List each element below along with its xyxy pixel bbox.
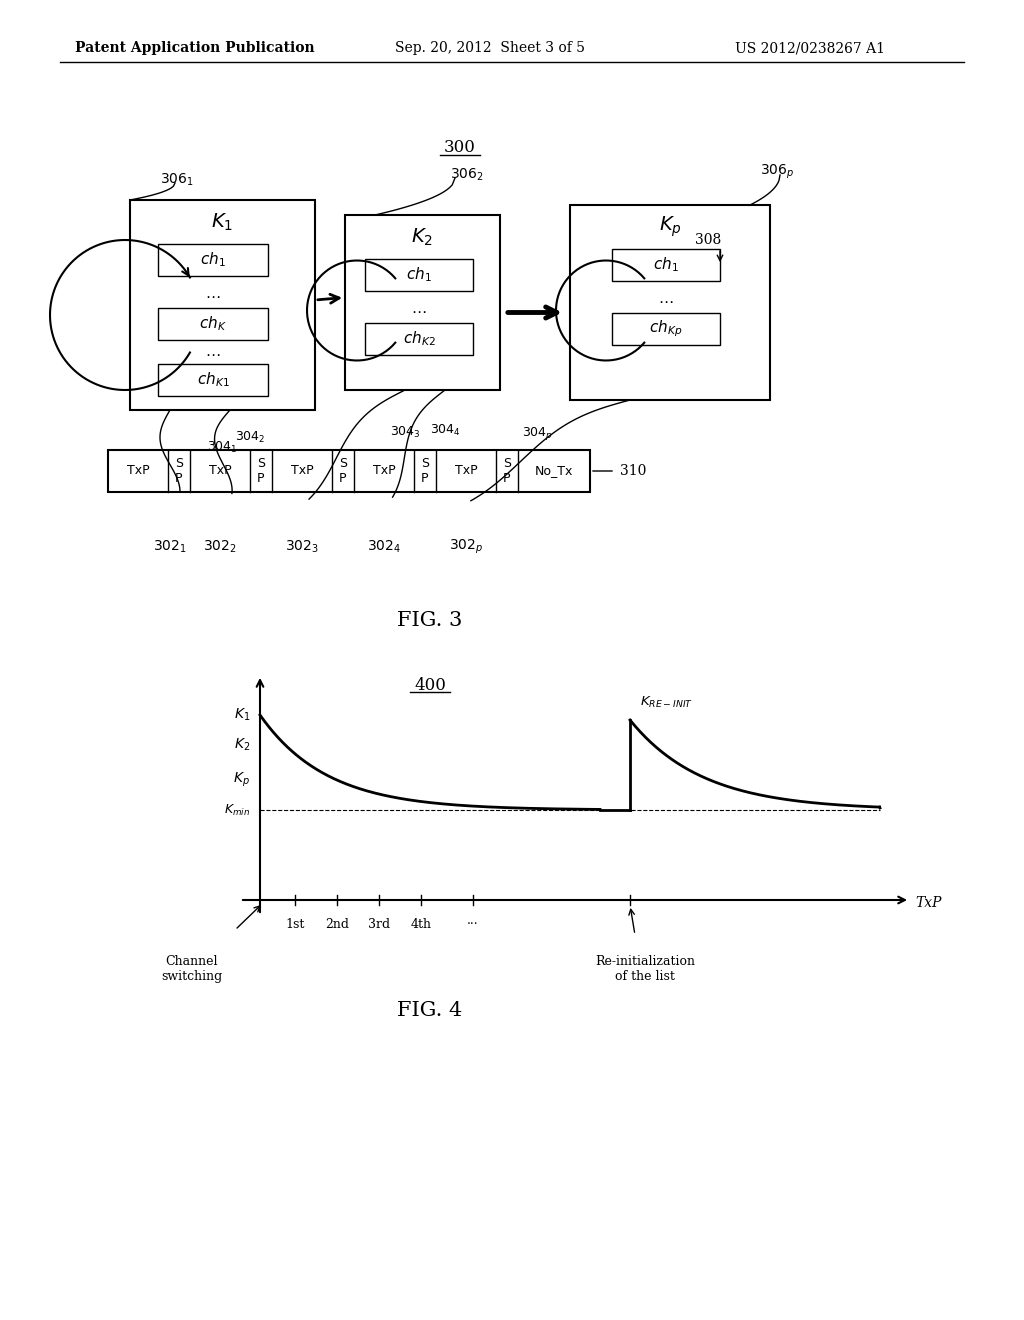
Text: ···: ··· (467, 917, 479, 931)
Bar (158, 364, 268, 396)
Text: $K_2$: $K_2$ (412, 226, 433, 248)
Text: Sep. 20, 2012  Sheet 3 of 5: Sep. 20, 2012 Sheet 3 of 5 (395, 41, 585, 55)
Bar (158, 308, 268, 341)
Text: TxP: TxP (915, 896, 941, 909)
Bar (130, 201, 315, 411)
Text: $302_2$: $302_2$ (203, 539, 237, 556)
Text: $ch_1$: $ch_1$ (653, 256, 679, 275)
Bar (158, 244, 268, 276)
Text: $\cdots$: $\cdots$ (205, 347, 221, 360)
Text: $302_3$: $302_3$ (285, 539, 319, 556)
Text: $306_1$: $306_1$ (160, 172, 194, 189)
Text: $306_p$: $306_p$ (760, 162, 795, 181)
Bar (345, 215, 500, 389)
Text: $K_p$: $K_p$ (233, 771, 250, 789)
Text: Channel
switching: Channel switching (162, 954, 222, 983)
Text: TxP: TxP (291, 465, 313, 478)
Bar (612, 313, 720, 345)
Text: 2nd: 2nd (325, 917, 349, 931)
Text: 400: 400 (414, 676, 445, 693)
Text: $304_4$: $304_4$ (430, 422, 461, 437)
Text: FIG. 4: FIG. 4 (397, 1001, 463, 1019)
Text: S
P: S P (257, 457, 265, 484)
Text: $ch_1$: $ch_1$ (407, 265, 432, 284)
Text: FIG. 3: FIG. 3 (397, 610, 463, 630)
Text: 3rd: 3rd (368, 917, 390, 931)
Text: 1st: 1st (286, 917, 305, 931)
Text: $302_4$: $302_4$ (367, 539, 401, 556)
Text: $ch_{K1}$: $ch_{K1}$ (197, 371, 229, 389)
Text: $304_3$: $304_3$ (390, 425, 421, 440)
Text: TxP: TxP (127, 465, 150, 478)
Bar (612, 249, 720, 281)
Text: $K_2$: $K_2$ (233, 737, 250, 754)
Text: 308: 308 (695, 234, 721, 247)
Text: TxP: TxP (373, 465, 395, 478)
Text: $\cdots$: $\cdots$ (658, 294, 674, 308)
Text: $302_1$: $302_1$ (153, 539, 187, 556)
Text: $K_1$: $K_1$ (211, 211, 233, 232)
Text: TxP: TxP (209, 465, 231, 478)
Text: $K_{RE-INIT}$: $K_{RE-INIT}$ (640, 694, 693, 710)
Bar (365, 259, 473, 290)
Text: $\cdots$: $\cdots$ (412, 304, 427, 318)
Text: 310: 310 (620, 465, 646, 478)
Text: $304_1$: $304_1$ (207, 440, 238, 454)
Text: Patent Application Publication: Patent Application Publication (75, 41, 314, 55)
Bar (108, 450, 590, 492)
Text: $ch_1$: $ch_1$ (200, 251, 226, 269)
Text: TxP: TxP (455, 465, 477, 478)
Text: 4th: 4th (411, 917, 431, 931)
Text: No_Tx: No_Tx (535, 465, 573, 478)
Text: 300: 300 (444, 140, 476, 157)
Bar (365, 323, 473, 355)
Text: S
P: S P (339, 457, 347, 484)
Text: $K_1$: $K_1$ (233, 706, 250, 723)
Text: $304_2$: $304_2$ (234, 429, 265, 445)
Text: $304_p$: $304_p$ (522, 425, 553, 441)
Bar (570, 205, 770, 400)
Text: $K_p$: $K_p$ (658, 215, 681, 239)
Text: $\cdots$: $\cdots$ (205, 289, 221, 304)
Text: $K_{min}$: $K_{min}$ (224, 803, 250, 817)
Text: US 2012/0238267 A1: US 2012/0238267 A1 (735, 41, 885, 55)
Text: S
P: S P (503, 457, 511, 484)
Text: $ch_{Kp}$: $ch_{Kp}$ (649, 318, 683, 339)
Text: S
P: S P (421, 457, 429, 484)
Text: S
P: S P (175, 457, 183, 484)
Text: $306_2$: $306_2$ (450, 166, 484, 183)
Text: $302_p$: $302_p$ (449, 537, 483, 556)
Text: $ch_K$: $ch_K$ (199, 314, 227, 334)
Text: $ch_{K2}$: $ch_{K2}$ (402, 330, 435, 348)
Text: Re-initialization
of the list: Re-initialization of the list (595, 954, 695, 983)
